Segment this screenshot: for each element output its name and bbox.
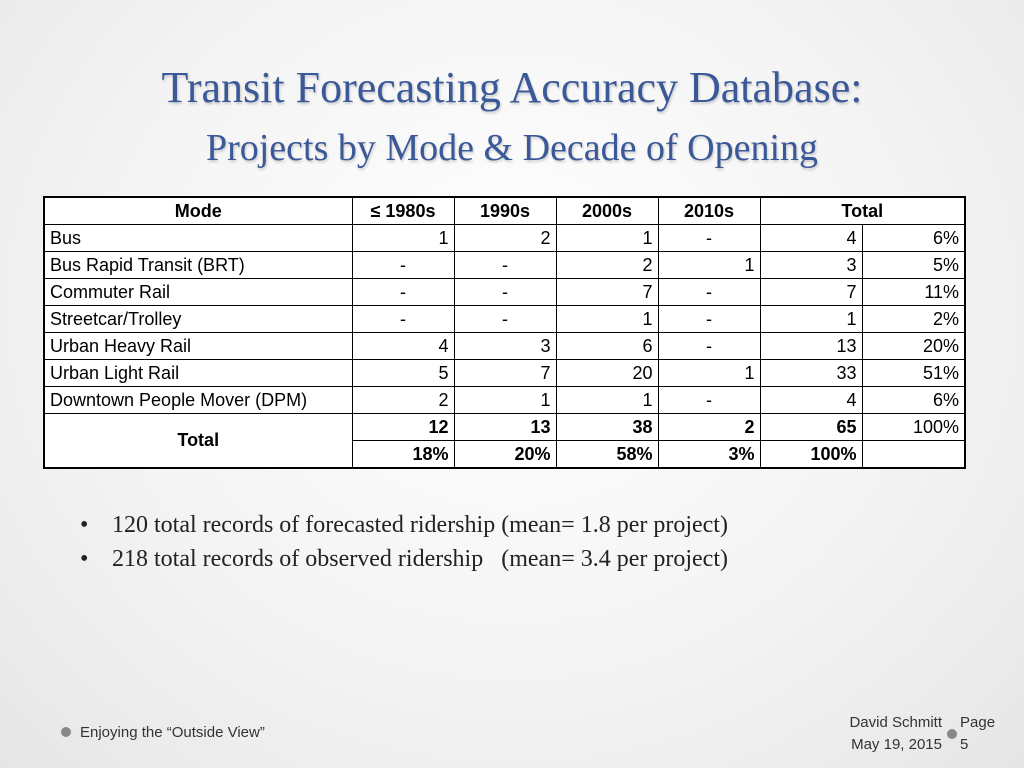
mode-cell: Commuter Rail <box>43 278 353 306</box>
header-2000s: 2000s <box>555 196 659 225</box>
header-2010s: 2010s <box>657 196 761 225</box>
footer-author: David Schmitt <box>849 714 942 731</box>
total-2000s: 38 <box>555 413 659 441</box>
mode-cell: Downtown People Mover (DPM) <box>43 386 353 414</box>
row-percent: 11% <box>861 278 966 306</box>
mode-cell: Bus Rapid Transit (BRT) <box>43 251 353 279</box>
footer-left-dot-icon <box>61 727 71 737</box>
footer-date: May 19, 2015 <box>851 736 942 753</box>
header-mode: Mode <box>43 196 353 225</box>
count-1980s: - <box>351 278 455 306</box>
row-total: 4 <box>759 224 863 252</box>
total-label: Total <box>43 413 353 469</box>
count-1990s: - <box>453 251 557 279</box>
row-percent: 2% <box>861 305 966 333</box>
mode-cell: Urban Heavy Rail <box>43 332 353 360</box>
count-1990s: 3 <box>453 332 557 360</box>
mode-cell: Streetcar/Trolley <box>43 305 353 333</box>
footer-page-label: Page <box>960 714 996 731</box>
table-header-row: Mode ≤ 1980s 1990s 2000s 2010s Total <box>43 196 966 225</box>
projects-table: Mode ≤ 1980s 1990s 2000s 2010s Total Bus… <box>43 196 967 469</box>
count-2000s: 1 <box>555 224 659 252</box>
header-total: Total <box>759 196 966 225</box>
count-2010s: 1 <box>657 251 761 279</box>
pct-1990s: 20% <box>453 440 557 469</box>
count-2000s: 6 <box>555 332 659 360</box>
count-2000s: 20 <box>555 359 659 387</box>
pct-2010s: 3% <box>657 440 761 469</box>
footer-left-text: Enjoying the “Outside View” <box>80 724 265 741</box>
total-2010s: 2 <box>657 413 761 441</box>
bullet-list: • 120 total records of forecasted ridersh… <box>80 508 728 576</box>
count-2010s: - <box>657 224 761 252</box>
mode-cell: Bus <box>43 224 353 252</box>
pct-2000s: 58% <box>555 440 659 469</box>
bullet-item: • 120 total records of forecasted ridersh… <box>80 508 728 542</box>
row-percent: 6% <box>861 224 966 252</box>
grand-total: 65 <box>759 413 863 441</box>
table-row: Urban Heavy Rail 4 3 6 - 13 20% <box>43 332 966 360</box>
row-percent: 5% <box>861 251 966 279</box>
header-1990s: 1990s <box>453 196 557 225</box>
total-1990s: 13 <box>453 413 557 441</box>
count-1990s: 2 <box>453 224 557 252</box>
count-1980s: 4 <box>351 332 455 360</box>
count-2000s: 7 <box>555 278 659 306</box>
table-row: Bus 1 2 1 - 4 6% <box>43 224 966 252</box>
count-1990s: 7 <box>453 359 557 387</box>
count-2010s: - <box>657 332 761 360</box>
count-1990s: 1 <box>453 386 557 414</box>
row-total: 33 <box>759 359 863 387</box>
count-2010s: - <box>657 386 761 414</box>
bullet-icon: • <box>80 512 89 538</box>
row-total: 7 <box>759 278 863 306</box>
row-percent: 51% <box>861 359 966 387</box>
bullet-text: 218 total records of observed ridership … <box>112 546 728 572</box>
row-percent: 20% <box>861 332 966 360</box>
count-2000s: 1 <box>555 305 659 333</box>
header-1980s: ≤ 1980s <box>351 196 455 225</box>
table-row: Commuter Rail - - 7 - 7 11% <box>43 278 966 306</box>
table-row: Urban Light Rail 5 7 20 1 33 51% <box>43 359 966 387</box>
grand-total-percent: 100% <box>861 413 966 441</box>
count-2010s: - <box>657 305 761 333</box>
pct-1980s: 18% <box>351 440 455 469</box>
count-2000s: 2 <box>555 251 659 279</box>
count-1980s: 2 <box>351 386 455 414</box>
bullet-text: 120 total records of forecasted ridershi… <box>112 512 728 538</box>
bullet-icon: • <box>80 546 89 572</box>
count-1980s: - <box>351 251 455 279</box>
row-total: 13 <box>759 332 863 360</box>
bullet-item: • 218 total records of observed ridership… <box>80 542 728 576</box>
count-2010s: 1 <box>657 359 761 387</box>
count-1990s: - <box>453 278 557 306</box>
total-1980s: 12 <box>351 413 455 441</box>
count-1980s: 1 <box>351 224 455 252</box>
row-percent: 6% <box>861 386 966 414</box>
mode-cell: Urban Light Rail <box>43 359 353 387</box>
footer-right-dot-icon <box>947 729 957 739</box>
pct-total: 100% <box>759 440 863 469</box>
table-row: Downtown People Mover (DPM) 2 1 1 - 4 6% <box>43 386 966 414</box>
count-1980s: - <box>351 305 455 333</box>
table-row: Streetcar/Trolley - - 1 - 1 2% <box>43 305 966 333</box>
footer-page-number: 5 <box>960 736 969 753</box>
table-row: Bus Rapid Transit (BRT) - - 2 1 3 5% <box>43 251 966 279</box>
slide-title: Transit Forecasting Accuracy Database: <box>161 63 863 112</box>
row-total: 4 <box>759 386 863 414</box>
empty-cell <box>861 440 966 469</box>
total-count-row: Total 12 13 38 2 65 100% <box>43 413 966 469</box>
row-total: 3 <box>759 251 863 279</box>
count-2010s: - <box>657 278 761 306</box>
total-percent-row: 18% 20% 58% 3% 100% <box>44 440 966 469</box>
slide-subtitle: Projects by Mode & Decade of Opening <box>205 127 819 169</box>
row-total: 1 <box>759 305 863 333</box>
count-2000s: 1 <box>555 386 659 414</box>
count-1980s: 5 <box>351 359 455 387</box>
count-1990s: - <box>453 305 557 333</box>
